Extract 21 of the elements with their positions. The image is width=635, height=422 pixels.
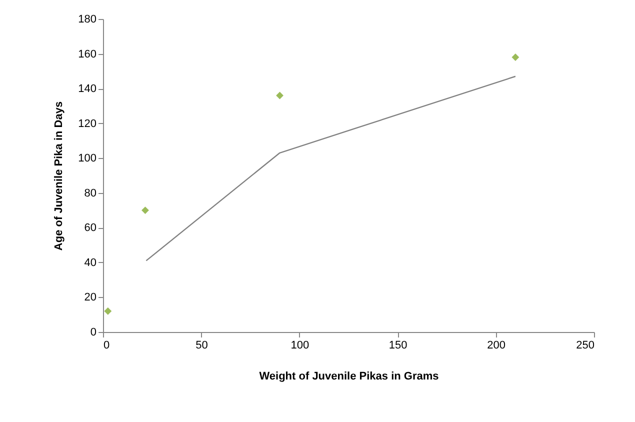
y-tick-label: 60 <box>84 222 96 234</box>
y-tick-label: 0 <box>90 326 96 338</box>
y-tick-label: 40 <box>84 256 96 269</box>
x-tick-label: 250 <box>576 340 594 352</box>
point <box>512 54 520 61</box>
x-tick-label: 200 <box>487 340 506 352</box>
y-tick-label: 120 <box>78 118 96 130</box>
x-tick-label: 0 <box>104 340 110 352</box>
y-tick-label: 20 <box>84 292 96 304</box>
y-tick-label: 80 <box>84 187 96 200</box>
x-axis-title: Weight of Juvenile Pikas in Grams <box>259 370 439 382</box>
x-tick-label: 100 <box>290 340 310 352</box>
y-tick-label: 160 <box>78 48 96 60</box>
x-tick-label: 150 <box>388 340 408 352</box>
y-axis-title: Age of Juvenile Pika in Days <box>53 101 66 251</box>
x-tick-label: 50 <box>196 340 208 352</box>
point <box>104 307 112 315</box>
point <box>142 206 149 214</box>
y-tick-label: 140 <box>78 83 96 96</box>
y-tick-label: 180 <box>78 14 96 26</box>
y-tick-label: 100 <box>78 152 96 165</box>
